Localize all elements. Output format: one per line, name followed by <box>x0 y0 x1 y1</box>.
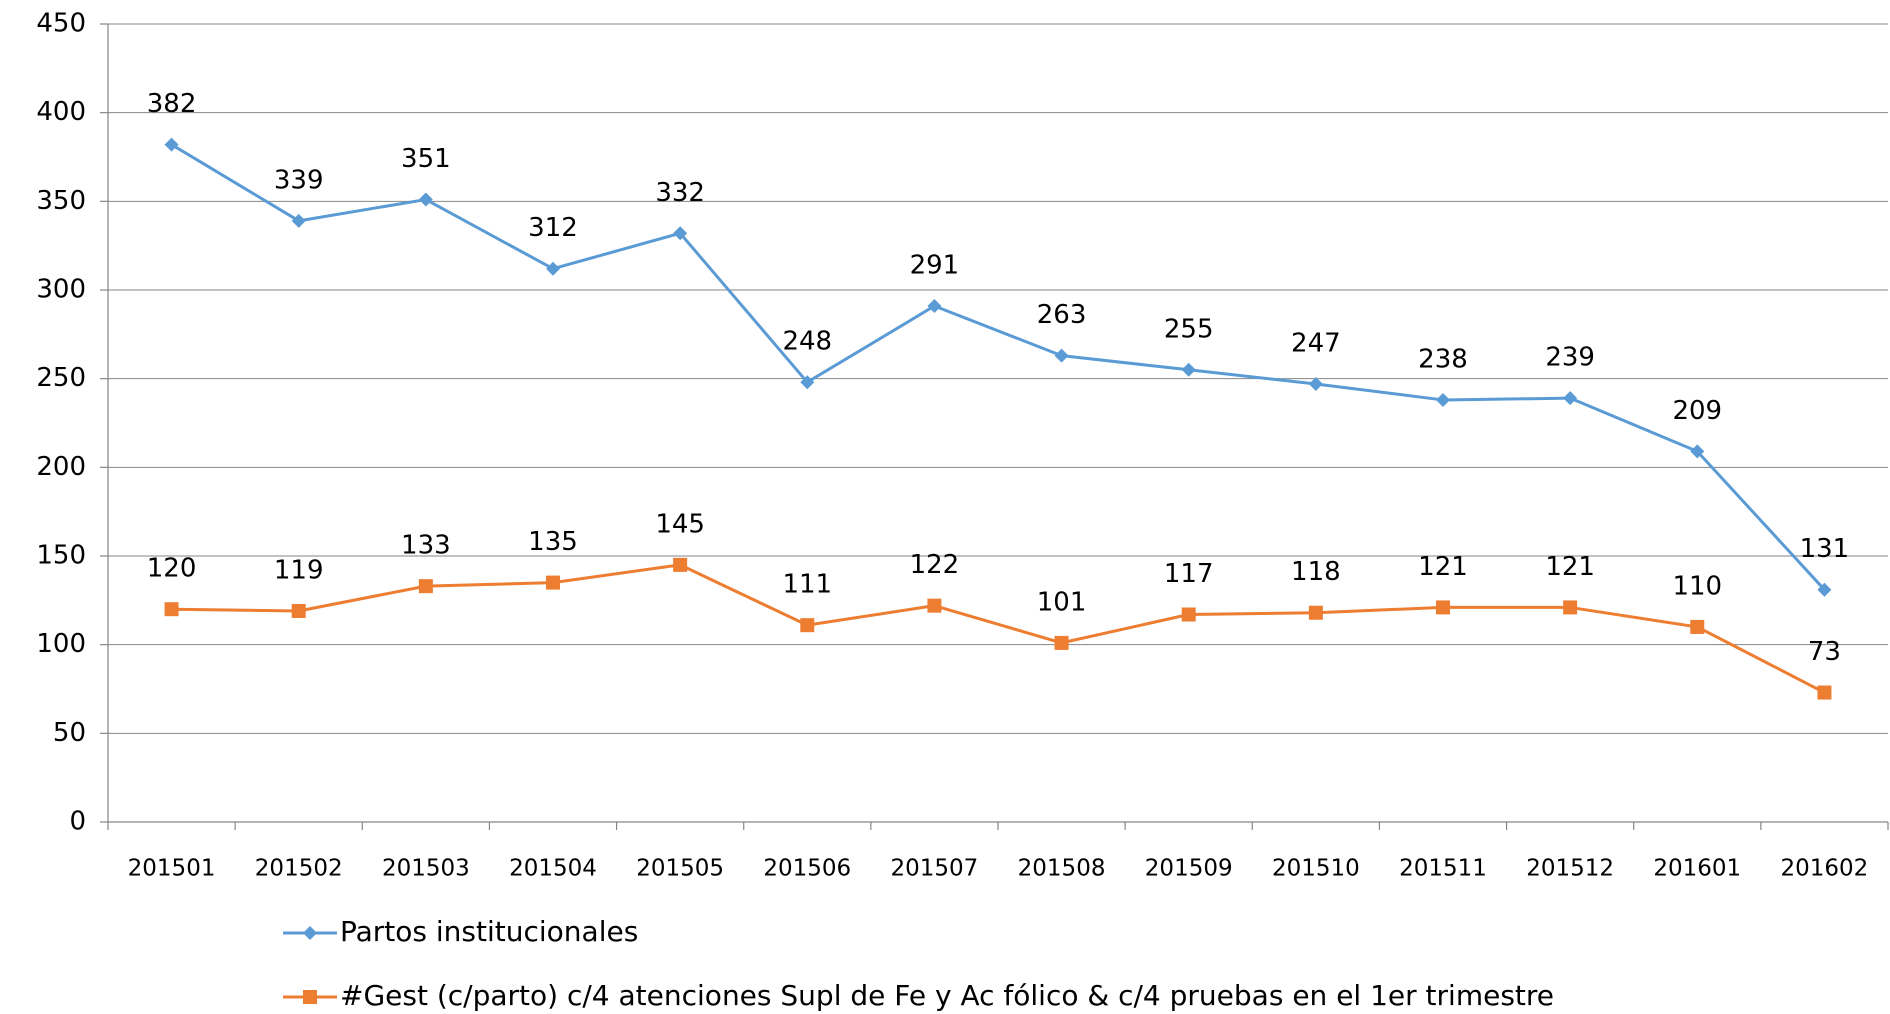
data-point <box>1436 600 1450 615</box>
data-point <box>673 226 688 241</box>
data-label: 312 <box>528 213 578 243</box>
data-point <box>1817 685 1832 700</box>
data-label: 145 <box>655 509 705 539</box>
data-label: 121 <box>1418 552 1468 582</box>
legend-marker <box>303 990 317 1004</box>
data-label: 255 <box>1164 314 1214 344</box>
data-label: 118 <box>1291 557 1341 587</box>
x-tick-label: 201506 <box>763 856 851 882</box>
data-point <box>546 261 560 276</box>
x-tick-label: 201508 <box>1018 856 1106 882</box>
x-tick-label: 201510 <box>1272 856 1360 882</box>
data-label: 131 <box>1800 534 1850 564</box>
x-tick-label: 201512 <box>1526 856 1614 882</box>
x-tick-label: 201511 <box>1399 856 1487 882</box>
series-line <box>171 563 1826 694</box>
data-point <box>1817 582 1832 597</box>
data-label: 332 <box>655 178 705 208</box>
data-label: 238 <box>1418 344 1468 374</box>
data-point <box>1181 362 1196 377</box>
x-tick-label: 201505 <box>636 856 724 882</box>
data-label: 119 <box>274 555 324 585</box>
data-point <box>927 598 942 613</box>
data-point <box>1563 600 1578 615</box>
data-label: 121 <box>1545 552 1595 582</box>
data-point <box>1436 392 1450 407</box>
data-label: 351 <box>401 144 451 174</box>
data-point <box>673 557 688 572</box>
data-point <box>164 602 179 617</box>
x-tick-label: 201507 <box>891 856 979 882</box>
data-label: 248 <box>782 327 832 357</box>
data-label: 239 <box>1545 343 1595 373</box>
data-point <box>164 137 179 152</box>
data-label: 133 <box>401 531 451 561</box>
x-tick-label: 201503 <box>382 856 470 882</box>
data-label: 120 <box>147 554 197 584</box>
y-tick-label: 400 <box>36 97 86 127</box>
x-tick-label: 201602 <box>1781 856 1869 882</box>
data-label: 247 <box>1291 328 1341 358</box>
data-point <box>927 298 942 313</box>
data-point <box>1054 635 1069 650</box>
data-label: 117 <box>1164 559 1214 589</box>
data-point <box>1054 348 1069 363</box>
y-tick-label: 250 <box>36 363 86 393</box>
y-tick-label: 50 <box>53 718 86 748</box>
data-point <box>1308 376 1323 391</box>
x-tick-label: 201502 <box>255 856 343 882</box>
data-point <box>418 192 433 207</box>
x-tick-label: 201509 <box>1145 856 1233 882</box>
data-label: 291 <box>910 250 960 280</box>
data-point <box>291 603 306 618</box>
y-tick-label: 300 <box>36 275 86 305</box>
data-label: 209 <box>1672 396 1722 426</box>
data-point <box>1690 444 1705 459</box>
data-point <box>546 575 560 590</box>
data-point <box>1690 619 1705 634</box>
legend-marker <box>303 926 317 940</box>
data-label: 122 <box>910 550 960 580</box>
y-tick-label: 150 <box>36 541 86 571</box>
data-label: 263 <box>1037 300 1087 330</box>
data-label: 101 <box>1037 587 1087 617</box>
data-point <box>418 579 433 594</box>
data-point <box>800 618 815 633</box>
data-label: 382 <box>147 89 197 119</box>
data-point <box>800 375 815 390</box>
x-tick-label: 201504 <box>509 856 597 882</box>
series-line <box>170 143 1826 591</box>
legend-label: Partos institucionales <box>340 915 638 948</box>
y-tick-label: 450 <box>36 9 86 39</box>
data-label: 110 <box>1672 571 1722 601</box>
data-label: 73 <box>1808 637 1841 667</box>
y-tick-label: 100 <box>36 629 86 659</box>
data-label: 135 <box>528 527 578 557</box>
data-label: 111 <box>782 570 832 600</box>
data-point <box>291 213 306 228</box>
y-tick-label: 200 <box>36 452 86 482</box>
data-point <box>1308 605 1323 620</box>
y-tick-label: 350 <box>36 186 86 216</box>
data-label: 339 <box>274 165 324 195</box>
x-tick-label: 201601 <box>1653 856 1741 882</box>
legend-label: #Gest (c/parto) c/4 atenciones Supl de F… <box>340 979 1554 1012</box>
data-point <box>1563 391 1578 406</box>
x-tick-label: 201501 <box>128 856 216 882</box>
y-tick-label: 0 <box>69 807 86 837</box>
data-point <box>1181 607 1196 622</box>
